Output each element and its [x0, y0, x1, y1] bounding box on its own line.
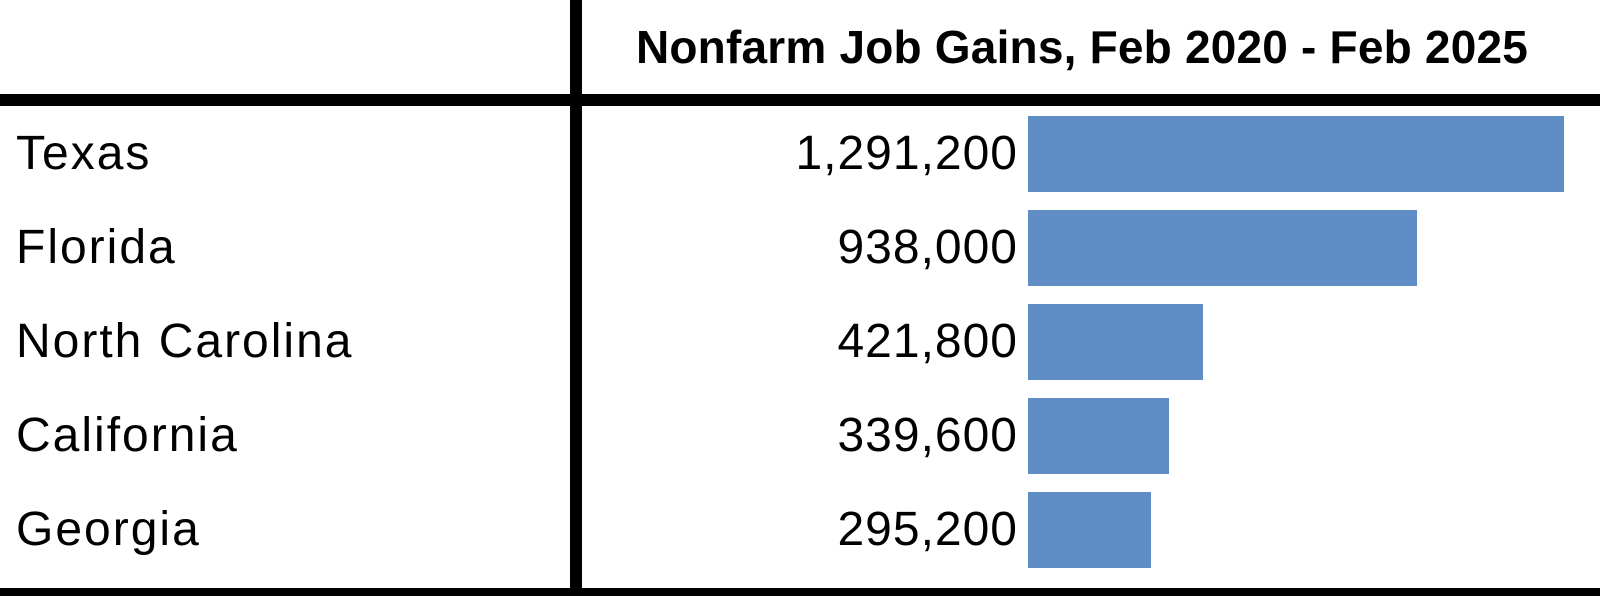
value-label: 421,800: [837, 314, 1018, 368]
state-label: Florida: [16, 220, 177, 274]
value-label: 295,200: [837, 502, 1018, 556]
table-row: North Carolina 421,800: [0, 294, 1600, 388]
state-label: California: [16, 408, 239, 462]
value-bar: [1028, 492, 1151, 568]
table-row: Florida 938,000: [0, 200, 1600, 294]
value-label: 1,291,200: [795, 126, 1018, 180]
state-label: Texas: [16, 126, 152, 180]
state-label: North Carolina: [16, 314, 354, 368]
header-divider: [0, 94, 1600, 106]
table-row: Georgia 295,200: [0, 482, 1600, 576]
value-label: 339,600: [837, 408, 1018, 462]
table-row: Texas 1,291,200: [0, 106, 1600, 200]
value-bar: [1028, 116, 1564, 192]
bottom-border: [0, 588, 1600, 596]
state-label: Georgia: [16, 502, 201, 556]
table-row: California 339,600: [0, 388, 1600, 482]
value-bar: [1028, 398, 1169, 474]
column-header: Nonfarm Job Gains, Feb 2020 - Feb 2025: [635, 21, 1529, 73]
value-label: 938,000: [837, 220, 1018, 274]
value-bar: [1028, 210, 1417, 286]
value-bar: [1028, 304, 1203, 380]
vertical-divider: [570, 0, 582, 596]
